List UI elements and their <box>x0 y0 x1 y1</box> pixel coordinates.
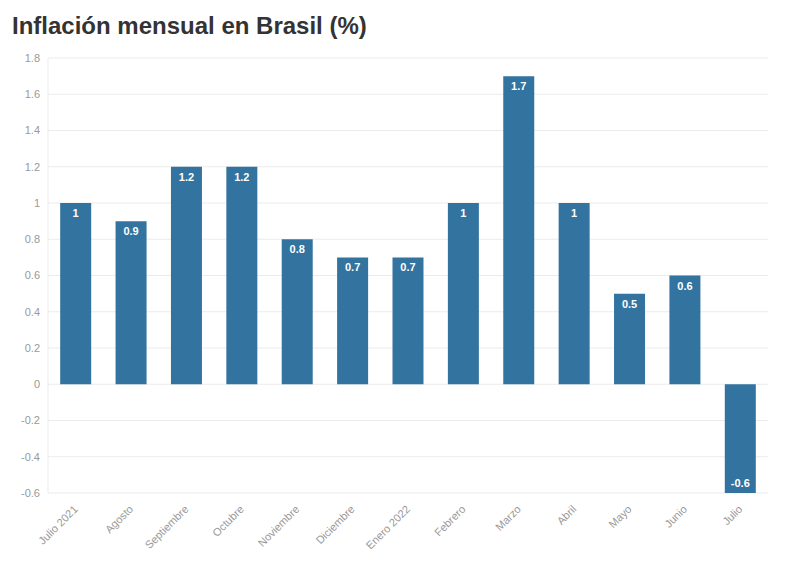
svg-text:Julio: Julio <box>720 503 744 527</box>
svg-text:Julio 2021: Julio 2021 <box>36 503 80 547</box>
svg-text:0.2: 0.2 <box>25 342 40 354</box>
svg-text:Abril: Abril <box>554 503 578 527</box>
svg-text:Septiembre: Septiembre <box>142 503 190 551</box>
svg-text:0: 0 <box>34 378 40 390</box>
svg-text:1: 1 <box>460 207 466 219</box>
svg-text:1.8: 1.8 <box>25 52 40 64</box>
svg-text:Diciembre: Diciembre <box>313 503 356 546</box>
html-text:Inflación mensual en Brasil (%: Inflación mensual en Brasil (%) <box>12 12 367 39</box>
svg-text:1: 1 <box>571 207 577 219</box>
svg-text:-0.6: -0.6 <box>731 477 750 489</box>
svg-text:Octubre: Octubre <box>210 503 246 539</box>
svg-text:Junio: Junio <box>662 503 689 530</box>
svg-text:0.7: 0.7 <box>345 261 360 273</box>
svg-text:1: 1 <box>34 197 40 209</box>
svg-text:0.5: 0.5 <box>622 298 637 310</box>
svg-text:0.7: 0.7 <box>400 261 415 273</box>
svg-text:1.4: 1.4 <box>25 124 40 136</box>
svg-text:0.4: 0.4 <box>25 306 40 318</box>
svg-text:-0.4: -0.4 <box>21 451 40 463</box>
svg-text:1.2: 1.2 <box>25 161 40 173</box>
svg-text:0.6: 0.6 <box>25 269 40 281</box>
svg-text:Marzo: Marzo <box>493 503 523 533</box>
svg-text:0.6: 0.6 <box>677 280 692 292</box>
svg-text:1: 1 <box>73 207 79 219</box>
svg-text:0.8: 0.8 <box>25 233 40 245</box>
svg-text:1.2: 1.2 <box>234 171 249 183</box>
svg-text:Enero 2022: Enero 2022 <box>364 503 413 552</box>
svg-text:Mayo: Mayo <box>606 503 634 531</box>
svg-text:Noviembre: Noviembre <box>255 503 301 549</box>
svg-text:1.2: 1.2 <box>179 171 194 183</box>
svg-text:-0.6: -0.6 <box>21 487 40 499</box>
svg-text:1.6: 1.6 <box>25 88 40 100</box>
svg-text:0.9: 0.9 <box>123 225 138 237</box>
svg-text:1.7: 1.7 <box>511 80 526 92</box>
svg-text:Febrero: Febrero <box>432 503 468 539</box>
svg-text:0.8: 0.8 <box>290 243 305 255</box>
svg-text:Agosto: Agosto <box>103 503 136 536</box>
svg-text:-0.2: -0.2 <box>21 414 40 426</box>
